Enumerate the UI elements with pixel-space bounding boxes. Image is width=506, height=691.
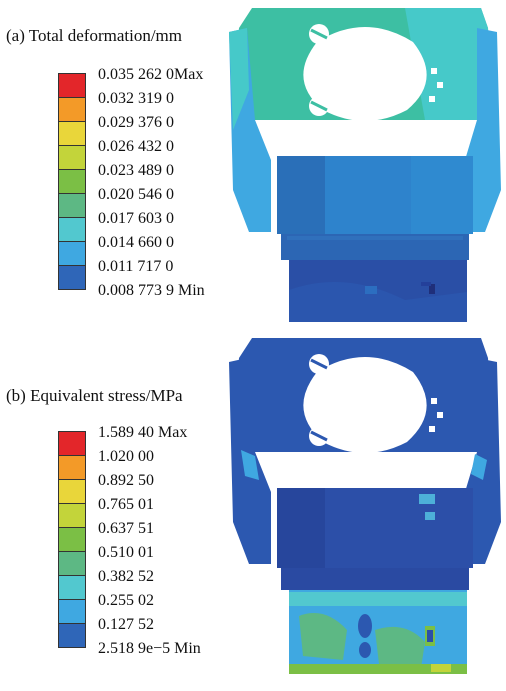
legend-label: 1.589 40 Max bbox=[98, 424, 188, 441]
legend-label: 0.014 660 0 bbox=[98, 234, 174, 251]
legend-label: 0.892 50 bbox=[98, 472, 154, 489]
legend-swatch bbox=[58, 193, 86, 217]
legend-swatch bbox=[58, 97, 86, 121]
legend-swatch bbox=[58, 217, 86, 241]
stress-contour-model bbox=[229, 338, 501, 674]
legend-swatch bbox=[58, 599, 86, 623]
legend-label: 0.510 01 bbox=[98, 544, 154, 561]
legend-label: 0.020 546 0 bbox=[98, 186, 174, 203]
legend-label: 1.020 00 bbox=[98, 448, 154, 465]
legend-label: 0.026 432 0 bbox=[98, 138, 174, 155]
legend-swatch bbox=[58, 73, 86, 97]
legend-label: 2.518 9e−5 Min bbox=[98, 640, 201, 657]
stress-title: (b) Equivalent stress/MPa bbox=[6, 386, 183, 405]
legend-swatch bbox=[58, 121, 86, 145]
legend-swatch bbox=[58, 503, 86, 527]
legend-swatch bbox=[58, 169, 86, 193]
legend-label: 0.637 51 bbox=[98, 520, 154, 537]
legend-swatch bbox=[58, 623, 86, 647]
legend-label: 0.017 603 0 bbox=[98, 210, 174, 227]
legend-swatch bbox=[58, 527, 86, 551]
legend-label: 0.035 262 0Max bbox=[98, 66, 204, 83]
legend-swatch bbox=[58, 551, 86, 575]
legend-label: 0.382 52 bbox=[98, 568, 154, 585]
legend-label: 0.032 319 0 bbox=[98, 90, 174, 107]
deformation-panel: (a) Total deformation/mm 0.035 262 0Max … bbox=[0, 0, 506, 330]
legend-label: 0.029 376 0 bbox=[98, 114, 174, 131]
legend-swatch bbox=[58, 431, 86, 455]
legend-label: 0.008 773 9 Min bbox=[98, 282, 205, 299]
legend-swatch bbox=[58, 575, 86, 599]
legend-label: 0.765 01 bbox=[98, 496, 154, 513]
deformation-title: (a) Total deformation/mm bbox=[6, 26, 183, 45]
legend-label: 0.011 717 0 bbox=[98, 258, 174, 275]
legend-swatch bbox=[58, 479, 86, 503]
legend-swatch bbox=[58, 455, 86, 479]
legend-swatch bbox=[58, 145, 86, 169]
legend-label: 0.023 489 0 bbox=[98, 162, 174, 179]
legend-swatch bbox=[58, 265, 86, 289]
legend-label: 0.255 02 bbox=[98, 592, 154, 609]
legend-swatch bbox=[58, 241, 86, 265]
deformation-contour-model bbox=[229, 8, 501, 322]
legend-label: 0.127 52 bbox=[98, 616, 154, 633]
stress-panel: (b) Equivalent stress/MPa 1.589 40 Max 1… bbox=[0, 330, 506, 691]
